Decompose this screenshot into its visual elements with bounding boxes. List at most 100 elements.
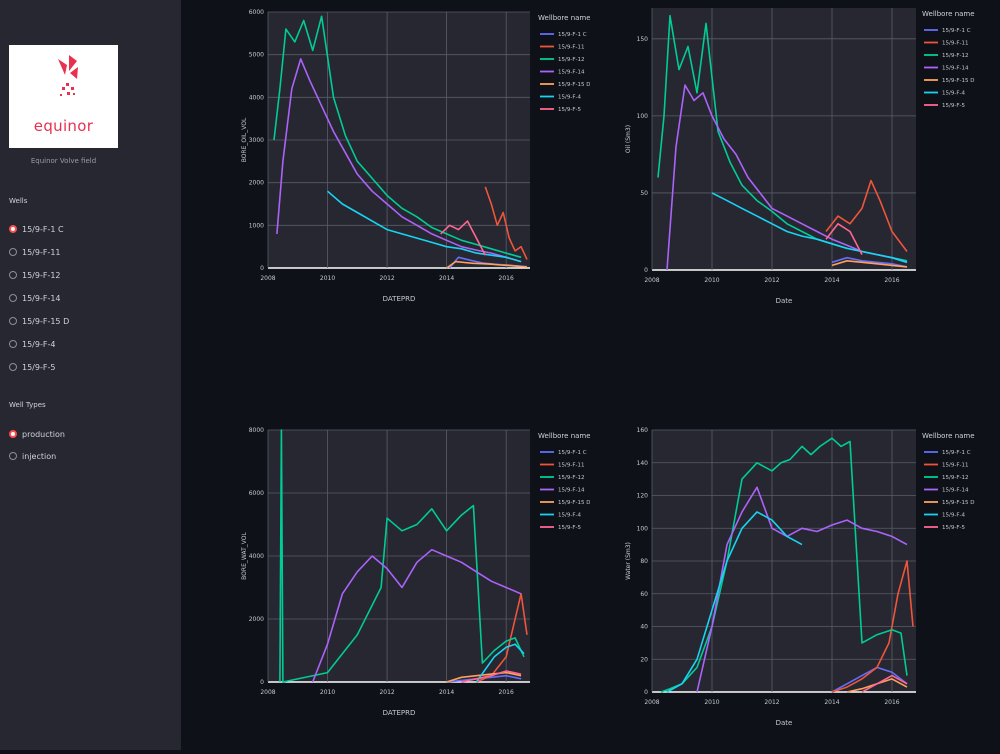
series-line xyxy=(475,643,525,683)
radio-unselected-icon[interactable] xyxy=(9,271,17,279)
sidebar: equinor Equinor Volve field Wells 15/9-F… xyxy=(0,0,181,750)
well-option-label: 15/9-F-1 C xyxy=(22,224,64,234)
y-tick-label: 0 xyxy=(260,679,264,686)
well-option[interactable]: 15/9-F-12 xyxy=(9,268,61,282)
legend-item[interactable]: 15/9-F-12 xyxy=(942,475,968,481)
legend-item[interactable]: 15/9-F-1 C xyxy=(942,450,971,456)
legend-item[interactable]: 15/9-F-14 xyxy=(942,66,969,72)
well-option[interactable]: 15/9-F-5 xyxy=(9,360,55,374)
x-tick-label: 2016 xyxy=(884,277,899,284)
legend-item[interactable]: 15/9-F-4 xyxy=(558,95,581,101)
legend-item[interactable]: 15/9-F-1 C xyxy=(558,450,587,456)
well-option-label: 15/9-F-11 xyxy=(22,247,61,257)
legend-item[interactable]: 15/9-F-5 xyxy=(942,525,965,531)
well-type-option[interactable]: production xyxy=(9,427,65,441)
radio-unselected-icon[interactable] xyxy=(9,294,17,302)
well-option[interactable]: 15/9-F-4 xyxy=(9,337,55,351)
plot-area xyxy=(652,8,916,270)
series-line xyxy=(446,671,522,683)
chart-water-vol-svg: 0 2000 4000 6000 8000 2008 2010 2012 2014 2016 DAT… xyxy=(241,427,591,717)
radio-unselected-icon[interactable] xyxy=(9,363,17,371)
legend-item[interactable]: 15/9-F-5 xyxy=(558,107,581,113)
y-tick-label: 80 xyxy=(640,558,648,565)
y-tick-label: 0 xyxy=(644,267,648,274)
legend-item[interactable]: 15/9-F-1 C xyxy=(558,32,587,38)
well-type-option[interactable]: injection xyxy=(9,449,56,463)
series-line xyxy=(831,259,908,268)
radio-unselected-icon[interactable] xyxy=(9,317,17,325)
logo: equinor xyxy=(9,45,118,148)
legend-item[interactable]: 15/9-F-15 D xyxy=(558,82,590,88)
well-option-label: 15/9-F-12 xyxy=(22,270,61,280)
legend-item[interactable]: 15/9-F-4 xyxy=(942,513,965,519)
x-axis-label: Date xyxy=(776,297,793,305)
series-line xyxy=(831,256,908,268)
well-option-label: 15/9-F-14 xyxy=(22,293,61,303)
legend-item[interactable]: 15/9-F-4 xyxy=(558,513,581,519)
legend-item[interactable]: 15/9-F-11 xyxy=(942,41,968,47)
legend-title: Wellbore name xyxy=(922,10,975,18)
series-line xyxy=(484,186,528,260)
legend-item[interactable]: 15/9-F-11 xyxy=(558,45,584,51)
series-line xyxy=(831,666,908,693)
well-option[interactable]: 15/9-F-15 D xyxy=(9,314,69,328)
x-tick-label: 2012 xyxy=(379,689,394,696)
legend-item[interactable]: 15/9-F-14 xyxy=(558,70,585,76)
radio-unselected-icon[interactable] xyxy=(9,452,17,460)
x-tick-label: 2016 xyxy=(884,699,899,706)
series-line xyxy=(825,223,863,255)
y-tick-label: 100 xyxy=(637,525,649,532)
y-tick-label: 0 xyxy=(644,689,648,696)
series-line xyxy=(861,674,908,693)
chart-oil-sm3-svg: 0 50 100 150 2008 2010 2012 2014 2016 Date Oil (Sm… xyxy=(625,8,975,305)
radio-unselected-icon[interactable] xyxy=(9,340,17,348)
series-line xyxy=(326,190,522,263)
y-tick-label: 120 xyxy=(637,493,649,500)
x-tick-label: 2010 xyxy=(320,275,335,282)
legend-item[interactable]: 15/9-F-4 xyxy=(942,91,965,97)
legend-item[interactable]: 15/9-F-11 xyxy=(558,463,584,469)
radio-unselected-icon[interactable] xyxy=(9,248,17,256)
legend-title: Wellbore name xyxy=(538,14,590,22)
legend-item[interactable]: 15/9-F-12 xyxy=(558,57,584,63)
series-line xyxy=(273,15,522,259)
y-tick-label: 8000 xyxy=(249,427,264,434)
y-tick-label: 6000 xyxy=(249,9,264,16)
legend-item[interactable]: 15/9-F-14 xyxy=(558,488,585,494)
series-line xyxy=(660,437,908,693)
well-types-label: Well Types xyxy=(9,401,46,409)
y-tick-label: 20 xyxy=(640,656,648,663)
logo-caption: Equinor Volve field xyxy=(30,157,97,165)
well-type-option-label: injection xyxy=(22,451,57,461)
legend-item[interactable]: 15/9-F-5 xyxy=(942,103,965,109)
series-line xyxy=(666,511,803,693)
y-tick-label: 5000 xyxy=(249,52,264,59)
x-tick-label: 2016 xyxy=(499,275,514,282)
y-tick-label: 6000 xyxy=(249,490,264,497)
radio-selected-icon[interactable] xyxy=(9,430,17,438)
x-axis-label: DATEPRD xyxy=(383,709,416,717)
legend-item[interactable]: 15/9-F-12 xyxy=(558,475,584,481)
x-tick-label: 2014 xyxy=(824,699,839,706)
legend-item[interactable]: 15/9-F-5 xyxy=(558,525,581,531)
x-axis-label: Date xyxy=(776,719,793,727)
x-tick-label: 2016 xyxy=(499,689,514,696)
x-tick-label: 2008 xyxy=(260,275,275,282)
legend-item[interactable]: 15/9-F-15 D xyxy=(942,78,974,84)
legend-item[interactable]: 15/9-F-14 xyxy=(942,488,969,494)
well-option[interactable]: 15/9-F-14 xyxy=(9,291,61,305)
legend-item[interactable]: 15/9-F-11 xyxy=(942,463,968,469)
well-option-label: 15/9-F-5 xyxy=(22,362,56,372)
legend-item[interactable]: 15/9-F-1 C xyxy=(942,28,971,34)
legend-item[interactable]: 15/9-F-15 D xyxy=(942,500,974,506)
well-option[interactable]: 15/9-F-11 xyxy=(9,245,61,259)
series-line xyxy=(279,429,525,683)
legend-title: Wellbore name xyxy=(922,432,975,440)
well-option[interactable]: 15/9-F-1 C xyxy=(9,222,64,236)
y-tick-label: 100 xyxy=(637,113,649,120)
legend-item[interactable]: 15/9-F-15 D xyxy=(558,500,590,506)
radio-selected-icon[interactable] xyxy=(9,225,17,233)
y-tick-label: 50 xyxy=(640,190,648,197)
legend-item[interactable]: 15/9-F-12 xyxy=(942,53,968,59)
y-tick-label: 1000 xyxy=(249,222,264,229)
